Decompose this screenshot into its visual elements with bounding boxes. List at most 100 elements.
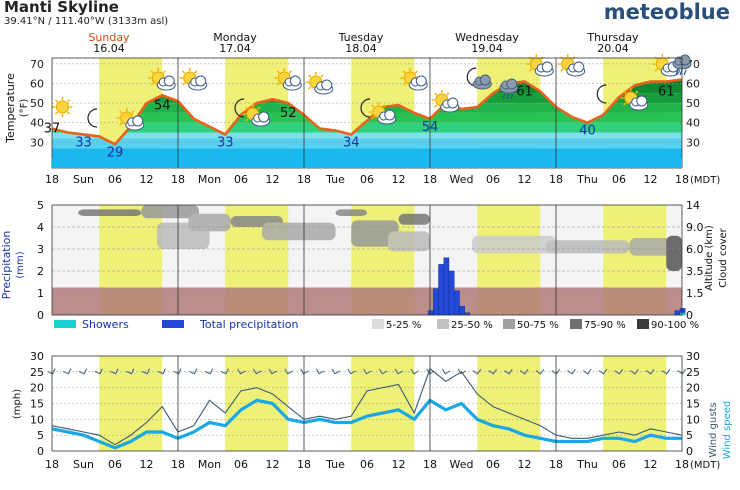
wind-direction-arrow xyxy=(331,368,341,375)
temp-time-tick: 06 xyxy=(612,173,626,186)
legend-cloud-label: 50-75 % xyxy=(517,320,559,331)
wind-right-tick: 10 xyxy=(686,413,700,426)
wind-right-tick: 5 xyxy=(686,429,693,442)
cloud-icon xyxy=(534,61,554,77)
precip-bar xyxy=(454,290,460,316)
temp-time-tick: Tue xyxy=(325,173,345,186)
wind-direction-arrow xyxy=(284,368,293,375)
low-cloud-band xyxy=(52,287,682,315)
temp-time-tick: 18 xyxy=(423,173,437,186)
cloud-icon xyxy=(440,97,460,113)
temp-time-tick: 12 xyxy=(518,173,532,186)
wind-direction-arrow xyxy=(363,368,372,375)
shower-bar xyxy=(680,312,686,315)
precip-left-tick: 1 xyxy=(37,287,44,300)
wind-direction-arrow xyxy=(268,368,278,375)
cloud-icon xyxy=(156,75,176,91)
precip-right-tick: 1.5 xyxy=(686,287,704,300)
wind-time-tick: 18 xyxy=(297,458,311,471)
temp-value-label: 61 xyxy=(516,85,533,100)
wind-direction-arrow xyxy=(614,368,624,375)
wind-direction-arrow xyxy=(504,368,513,375)
wind-time-tick: 12 xyxy=(518,458,532,471)
wind-direction-arrow xyxy=(630,368,639,375)
wind-direction-arrow xyxy=(457,368,467,375)
wind-time-tick: 18 xyxy=(549,458,563,471)
cloud-cover-axis-label: Cloud cover xyxy=(718,227,729,287)
temperature-line xyxy=(51,78,683,146)
day-name: Sunday xyxy=(88,31,130,44)
day-date: 20.04 xyxy=(597,42,629,55)
wind-time-tick: 18 xyxy=(171,458,185,471)
wind-time-tick: 06 xyxy=(108,458,122,471)
temp-time-tick: 18 xyxy=(549,173,563,186)
wind-unit-label: (mph) xyxy=(12,389,23,419)
wind-direction-arrow xyxy=(63,368,72,375)
cloud-icon xyxy=(282,75,302,91)
wind-direction-arrow xyxy=(110,368,119,375)
precip-axis-label: Precipitation xyxy=(0,231,13,300)
location-coordinates: 39.41°N / 111.40°W (3133m asl) xyxy=(4,16,169,27)
wind-direction-arrow xyxy=(173,368,182,375)
precip-right-tick: 6.0 xyxy=(686,243,704,256)
wind-direction-arrow xyxy=(126,368,135,375)
wind-left-tick: 10 xyxy=(30,413,44,426)
temp-value-label: 61 xyxy=(658,85,675,100)
temp-value-label: 33 xyxy=(217,135,234,150)
temp-time-tick: 06 xyxy=(234,173,248,186)
wind-left-tick: 20 xyxy=(30,382,44,395)
moon-icon xyxy=(87,108,98,128)
precip-bar xyxy=(448,270,455,316)
legend-cloud-swatch xyxy=(372,319,384,329)
wind-time-tick: Mon xyxy=(198,458,221,471)
wind-panel-frame xyxy=(51,355,683,452)
temp-time-tick: 12 xyxy=(140,173,154,186)
temp-right-tick: 60 xyxy=(686,77,700,90)
wind-direction-arrow xyxy=(394,368,404,375)
page-title: Manti Skyline xyxy=(4,0,119,16)
precip-right-tick: 9.0 xyxy=(686,221,704,234)
wind-direction-arrow xyxy=(441,368,451,375)
temp-left-tick: 70 xyxy=(30,58,44,71)
temp-ground-strip xyxy=(52,158,682,168)
cloud-icon xyxy=(629,95,649,111)
legend-cloud-label: 25-50 % xyxy=(451,320,493,331)
wind-direction-arrow xyxy=(189,368,198,375)
altitude-axis-label: Altitude (km) xyxy=(704,225,715,291)
wind-time-tick: 06 xyxy=(486,458,500,471)
wind-left-tick: 5 xyxy=(37,429,44,442)
wind-time-tick: Thu xyxy=(576,458,598,471)
day-name: Tuesday xyxy=(338,31,384,44)
precip-bar xyxy=(433,288,439,316)
precip-bar xyxy=(674,310,681,316)
cloud-icon xyxy=(188,75,208,91)
temp-right-tick: 40 xyxy=(686,117,700,130)
wind-right-tick: 25 xyxy=(686,366,700,379)
legend-cloud-label: 90-100 % xyxy=(651,320,699,331)
legend-cloud-label: 75-90 % xyxy=(584,320,626,331)
wind-time-tick: Tue xyxy=(325,458,345,471)
temp-left-tick: 60 xyxy=(30,77,44,90)
day-name: Thursday xyxy=(586,31,639,44)
wind-direction-arrow xyxy=(567,368,576,375)
wind-gusts-axis-label: Wind gusts xyxy=(708,402,719,457)
wind-direction-arrow xyxy=(220,368,229,375)
wind-left-tick: 25 xyxy=(30,366,44,379)
precip-left-tick: 0 xyxy=(37,309,44,322)
temp-time-tick: 18 xyxy=(45,173,59,186)
rain-icon xyxy=(502,93,514,100)
precip-right-tick: 0 xyxy=(686,309,693,322)
precip-panel-frame xyxy=(51,204,683,316)
meteoblue-logo[interactable]: meteoblue xyxy=(603,0,730,24)
temp-time-tick: 12 xyxy=(644,173,658,186)
wind-direction-arrow xyxy=(141,368,151,375)
wind-direction-arrow xyxy=(315,368,325,375)
legend-cloud-swatch xyxy=(570,319,582,329)
wind-right-tick: 0 xyxy=(686,445,693,458)
legend-total-swatch xyxy=(162,320,184,328)
day-name: Monday xyxy=(213,31,257,44)
temp-value-label: 33 xyxy=(75,135,92,150)
temp-time-tick: 06 xyxy=(108,173,122,186)
wind-time-tick: 18 xyxy=(675,458,689,471)
legend-cloud-swatch xyxy=(637,319,649,329)
